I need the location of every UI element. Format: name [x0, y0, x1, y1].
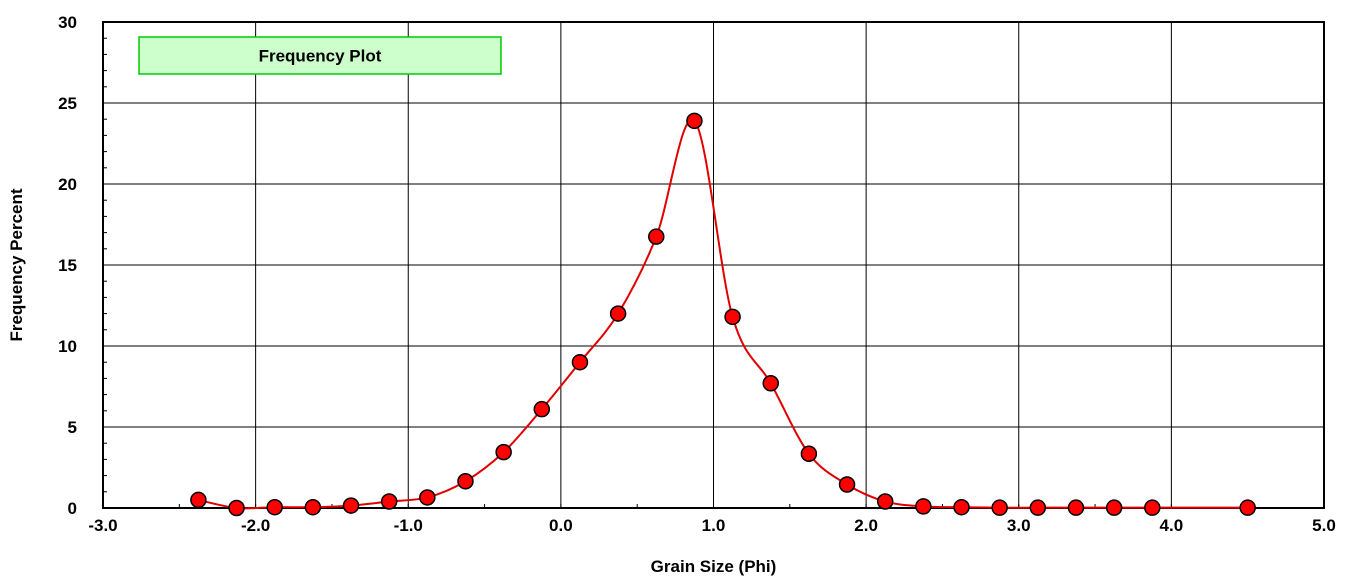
x-tick-label-7: 4.0	[1160, 516, 1184, 535]
data-point-17	[838, 476, 856, 493]
data-point-19	[915, 498, 932, 515]
data-point-4	[342, 497, 360, 514]
data-point-1	[228, 499, 245, 517]
legend-label: Frequency Plot	[259, 47, 382, 66]
x-tick-label-3: 0.0	[549, 516, 573, 535]
x-tick-label-4: 1.0	[702, 516, 726, 535]
data-point-16	[800, 445, 818, 462]
data-point-6	[419, 489, 436, 506]
x-tick-label-8: 5.0	[1312, 516, 1336, 535]
legend: Frequency Plot	[138, 36, 502, 75]
legend-box	[138, 36, 502, 75]
x-tick-label-0: -3.0	[88, 516, 117, 535]
data-point-18	[876, 493, 894, 510]
x-axis-title: Grain Size (Phi)	[651, 557, 777, 576]
data-point-25	[1144, 499, 1161, 516]
y-tick-label-3: 15	[58, 256, 77, 275]
y-axis-tick-labels: 0 5 10 15 20 25 30	[58, 13, 77, 518]
series-layer	[190, 112, 1256, 517]
data-point-5	[380, 493, 398, 510]
y-tick-label-0: 0	[68, 499, 77, 518]
y-axis-title: Frequency Percent	[7, 188, 26, 341]
data-point-14	[724, 308, 741, 326]
y-tick-label-4: 20	[58, 175, 77, 194]
x-tick-label-2: -1.0	[394, 516, 423, 535]
y-tick-label-1: 5	[68, 418, 77, 437]
data-point-20	[953, 498, 970, 516]
data-point-0	[190, 491, 207, 509]
data-point-8	[495, 443, 512, 461]
data-point-15	[762, 375, 779, 392]
y-tick-label-2: 10	[58, 337, 77, 356]
data-point-3	[304, 498, 322, 516]
data-point-9	[533, 400, 551, 418]
x-tick-label-6: 3.0	[1007, 516, 1031, 535]
data-point-21	[991, 499, 1008, 516]
series-line-0	[198, 118, 1248, 510]
data-point-23	[1067, 499, 1085, 516]
data-point-24	[1105, 499, 1123, 516]
y-tick-label-5: 25	[58, 94, 77, 113]
data-point-22	[1029, 499, 1047, 516]
data-point-11	[609, 305, 627, 322]
data-point-2	[266, 498, 283, 516]
x-axis-tick-labels: -3.0 -2.0 -1.0 0.0 1.0 2.0 3.0 4.0 5.0	[88, 516, 1335, 535]
data-point-7	[457, 473, 474, 490]
x-tick-label-5: 2.0	[854, 516, 878, 535]
grid-lines	[102, 21, 1325, 509]
data-point-13	[686, 112, 703, 130]
y-tick-label-6: 30	[58, 13, 77, 32]
data-point-10	[571, 353, 589, 371]
x-tick-label-1: -2.0	[241, 516, 270, 535]
data-point-12	[648, 228, 665, 245]
data-point-26	[1239, 499, 1256, 516]
